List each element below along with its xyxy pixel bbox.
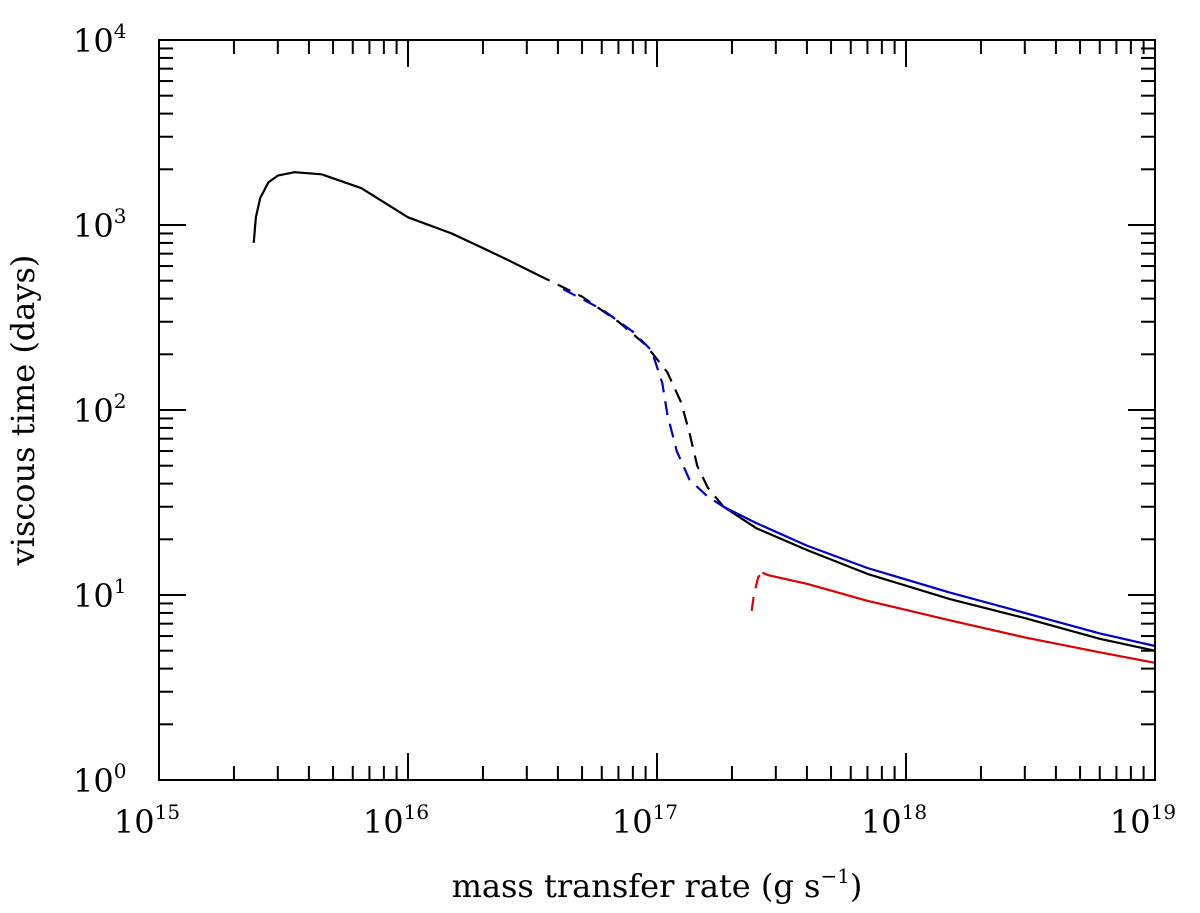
y-tick-label-exponent: 4 [114, 19, 127, 43]
x-tick-label-exponent: 16 [404, 800, 429, 824]
y-tick-label-exponent: 0 [114, 759, 127, 783]
y-tick-label: 103 [73, 204, 126, 245]
x-tick-label: 1018 [861, 800, 927, 841]
x-tick-label-exponent: 15 [155, 800, 180, 824]
x-tick-label-base: 10 [1110, 803, 1151, 841]
series-lines [252, 171, 1156, 664]
x-axis-label: mass transfer rate (g s−1) [452, 864, 863, 905]
x-tick-label-base: 10 [114, 803, 155, 841]
series-line-black-solid-low [252, 171, 538, 276]
x-tick-label-exponent: 19 [1151, 800, 1176, 824]
plot-frame [158, 39, 1156, 781]
y-tick-label: 100 [73, 759, 126, 800]
x-tick-label: 1015 [114, 800, 180, 841]
series-line-red-solid [761, 571, 1156, 664]
x-tick-label-base: 10 [363, 803, 404, 841]
y-tick-label-exponent: 3 [114, 204, 127, 228]
y-tick-label-base: 10 [73, 392, 114, 430]
y-tick-label: 101 [73, 574, 126, 615]
x-tick-label-base: 10 [861, 803, 902, 841]
tick-marks [158, 40, 1155, 781]
x-tick-label: 1017 [612, 800, 678, 841]
series-line-black-solid-high [722, 505, 1156, 652]
y-tick-label-base: 10 [73, 762, 114, 800]
y-tick-label: 104 [73, 19, 126, 60]
x-axis-label-suffix: ) [850, 867, 862, 905]
x-tick-label-base: 10 [612, 803, 653, 841]
y-tick-label-base: 10 [73, 22, 114, 60]
y-tick-label-base: 10 [73, 207, 114, 245]
y-tick-label: 102 [73, 389, 126, 430]
x-tick-label-exponent: 17 [653, 800, 678, 824]
y-tick-label-base: 10 [73, 577, 114, 615]
x-tick-label: 1019 [1110, 800, 1176, 841]
x-axis-label-exponent: −1 [820, 864, 849, 888]
x-tick-label-exponent: 18 [902, 800, 927, 824]
y-tick-label-exponent: 1 [114, 574, 127, 598]
x-tick-label: 1016 [363, 800, 429, 841]
series-line-blue-solid-high [723, 505, 1156, 648]
y-tick-label-exponent: 2 [114, 389, 127, 413]
series-line-black-dashed [536, 273, 725, 508]
series-line-red-dashed [750, 571, 764, 612]
y-axis-label: viscous time (days) [4, 255, 42, 567]
series-line-blue-dashed [562, 288, 725, 508]
